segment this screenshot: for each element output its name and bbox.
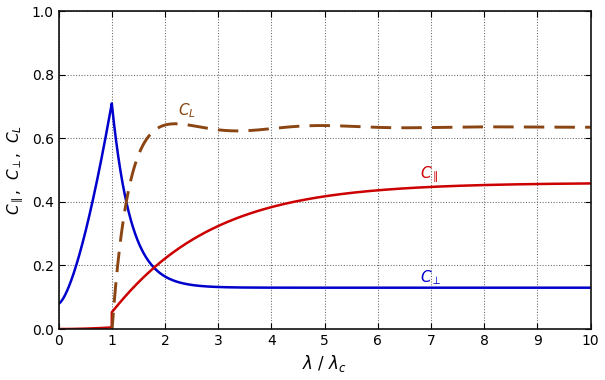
Text: $C_L$: $C_L$: [178, 101, 196, 120]
Y-axis label: $C_\parallel$,  $C_\perp$,  $C_L$: $C_\parallel$, $C_\perp$, $C_L$: [5, 125, 26, 215]
Text: $C_\parallel$: $C_\parallel$: [420, 164, 439, 185]
Text: $C_\perp$: $C_\perp$: [420, 268, 442, 287]
X-axis label: $\lambda\ /\ \lambda_c$: $\lambda\ /\ \lambda_c$: [302, 353, 347, 374]
